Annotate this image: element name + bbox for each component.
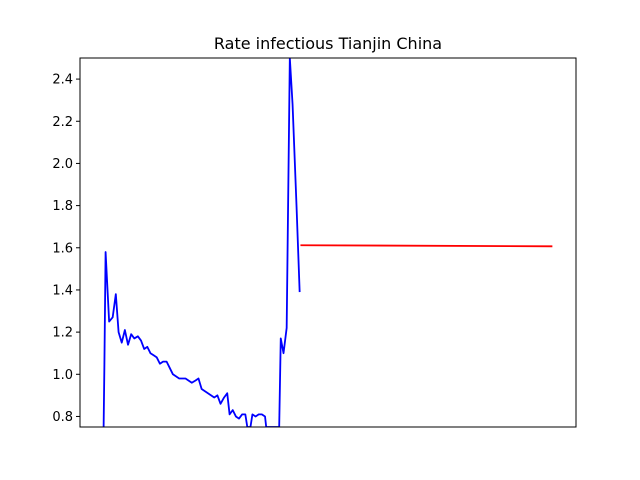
y-tick-label: 2.0 (52, 157, 73, 172)
y-tick-label: 2.2 (52, 115, 73, 130)
y-tick-label: 1.2 (52, 326, 73, 341)
y-tick-label: 1.8 (52, 199, 73, 214)
y-tick-label: 0.8 (52, 410, 73, 425)
y-axis: 0.8 1.0 1.2 1.4 1.6 1.8 2.0 2.2 2.4 (52, 73, 80, 425)
y-tick-label: 1.6 (52, 241, 73, 256)
series-layer (102, 58, 553, 427)
series-line-0 (102, 58, 301, 427)
series-line-1 (300, 244, 553, 248)
y-tick-label: 1.4 (52, 283, 73, 298)
y-tick-label: 2.4 (52, 73, 73, 88)
plot-frame (79, 57, 577, 428)
y-tick-label: 1.0 (52, 368, 73, 383)
chart-title: Rate infectious Tianjin China (214, 34, 442, 53)
